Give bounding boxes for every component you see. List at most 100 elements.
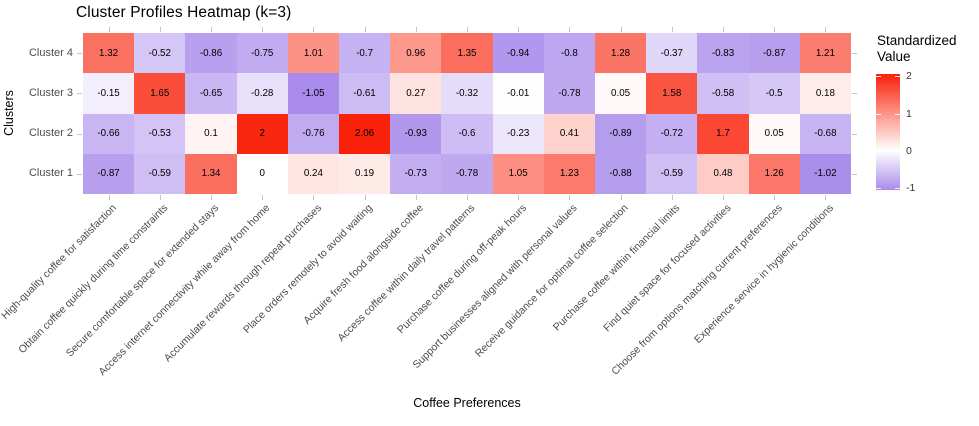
heatmap-cell: 0.1 (185, 113, 237, 154)
axis-tick (415, 27, 417, 32)
axis-tick (262, 195, 264, 200)
heatmap-cell: 1.7 (697, 113, 749, 154)
heatmap-cell: -0.52 (134, 33, 186, 74)
y-axis-label: Cluster 3 (28, 86, 73, 99)
legend-bar-tick (895, 113, 900, 115)
heatmap-cell: -0.86 (185, 33, 237, 74)
heatmap-cell: 0.48 (697, 153, 749, 194)
legend-colorbar (876, 74, 900, 190)
axis-tick (825, 27, 827, 32)
heatmap-cell: 1.32 (83, 33, 135, 74)
axis-tick (774, 195, 776, 200)
legend-bar-tick (876, 76, 881, 78)
heatmap-cell: -0.87 (748, 33, 800, 74)
axis-tick (211, 27, 212, 32)
legend-bar-tick (895, 150, 900, 152)
axis-tick (262, 27, 264, 32)
axis-tick (671, 195, 673, 200)
axis-tick (852, 173, 857, 175)
heatmap-cell: -0.66 (83, 113, 135, 154)
legend-tick-label: 1 (906, 107, 912, 120)
heatmap-cell: -0.61 (339, 73, 391, 114)
axis-tick (467, 27, 468, 32)
heatmap-cell: 0.19 (339, 153, 391, 194)
axis-tick (569, 27, 571, 32)
heatmap-cell: 2 (236, 113, 288, 154)
heatmap-cell: 0.05 (595, 73, 647, 114)
heatmap-cell: 1.58 (646, 73, 698, 114)
axis-tick (852, 133, 857, 135)
axis-tick (77, 133, 82, 135)
heatmap-cell: -0.94 (492, 33, 544, 74)
heatmap-cell: -0.72 (646, 113, 698, 154)
heatmap-cell: -0.5 (748, 73, 800, 114)
heatmap-cell: 0.41 (543, 113, 595, 154)
axis-tick (620, 27, 622, 32)
axis-tick (108, 195, 110, 200)
heatmap-cell: -0.73 (390, 153, 442, 194)
axis-tick (774, 27, 776, 32)
axis-tick (313, 27, 315, 32)
axis-tick (825, 195, 827, 200)
axis-tick (77, 93, 82, 95)
heatmap-cell: -0.83 (697, 33, 749, 74)
heatmap-cell: -0.58 (697, 73, 749, 114)
chart-title: Cluster Profiles Heatmap (k=3) (76, 4, 292, 21)
heatmap-cell: 0.18 (799, 73, 851, 114)
heatmap-cell: -0.65 (185, 73, 237, 114)
heatmap-cell: -0.8 (543, 33, 595, 74)
axis-tick (723, 27, 724, 32)
heatmap-cell: -0.32 (441, 73, 493, 114)
axis-tick (467, 195, 468, 200)
y-axis-label: Cluster 4 (28, 46, 73, 59)
heatmap-cell: 0.96 (390, 33, 442, 74)
axis-tick (77, 173, 82, 175)
heatmap-cell: -0.76 (287, 113, 339, 154)
heatmap-cell: -0.68 (799, 113, 851, 154)
axis-tick (852, 93, 857, 95)
axis-tick (159, 27, 161, 32)
heatmap-cell: 1.26 (748, 153, 800, 194)
heatmap-cell: -1.02 (799, 153, 851, 194)
axis-tick (364, 27, 366, 32)
axis-tick (415, 195, 417, 200)
axis-tick (852, 53, 857, 55)
legend-bar-tick (895, 76, 900, 78)
heatmap-cell: 1.05 (492, 153, 544, 194)
legend-bar-tick (876, 188, 881, 190)
legend-bar-tick (876, 113, 881, 115)
y-axis-label: Cluster 2 (28, 127, 73, 140)
heatmap-cell: -0.7 (339, 33, 391, 74)
axis-tick (671, 27, 673, 32)
heatmap-cell: -0.6 (441, 113, 493, 154)
heatmap-cell: 0 (236, 153, 288, 194)
heatmap-cell: -0.15 (83, 73, 135, 114)
y-axis-label: Cluster 1 (28, 167, 73, 180)
axis-tick (723, 195, 724, 200)
axis-tick (364, 195, 366, 200)
axis-tick (518, 195, 520, 200)
heatmap-cell: 1.65 (134, 73, 186, 114)
heatmap-cell: 0.24 (287, 153, 339, 194)
heatmap-cell: 1.21 (799, 33, 851, 74)
heatmap-cell: 1.35 (441, 33, 493, 74)
heatmap-cell: -1.05 (287, 73, 339, 114)
axis-tick (108, 27, 110, 32)
heatmap-cell: -0.75 (236, 33, 288, 74)
heatmap-cell: -0.23 (492, 113, 544, 154)
heatmap-cell: -0.88 (595, 153, 647, 194)
legend-title: Standardized Value (877, 33, 957, 65)
legend-bar-tick (876, 150, 881, 152)
legend-tick-label: 0 (906, 144, 912, 157)
heatmap-cell: -0.93 (390, 113, 442, 154)
heatmap-cell: -0.28 (236, 73, 288, 114)
heatmap-cell: 0.05 (748, 113, 800, 154)
axis-tick (77, 53, 82, 55)
x-axis-title: Coffee Preferences (413, 396, 521, 410)
heatmap-cell: -0.59 (646, 153, 698, 194)
heatmap-cell: -0.87 (83, 153, 135, 194)
heatmap-cell: 1.23 (543, 153, 595, 194)
legend-tick-label: -1 (906, 182, 916, 195)
heatmap-cell: -0.89 (595, 113, 647, 154)
heatmap-cell: 1.28 (595, 33, 647, 74)
